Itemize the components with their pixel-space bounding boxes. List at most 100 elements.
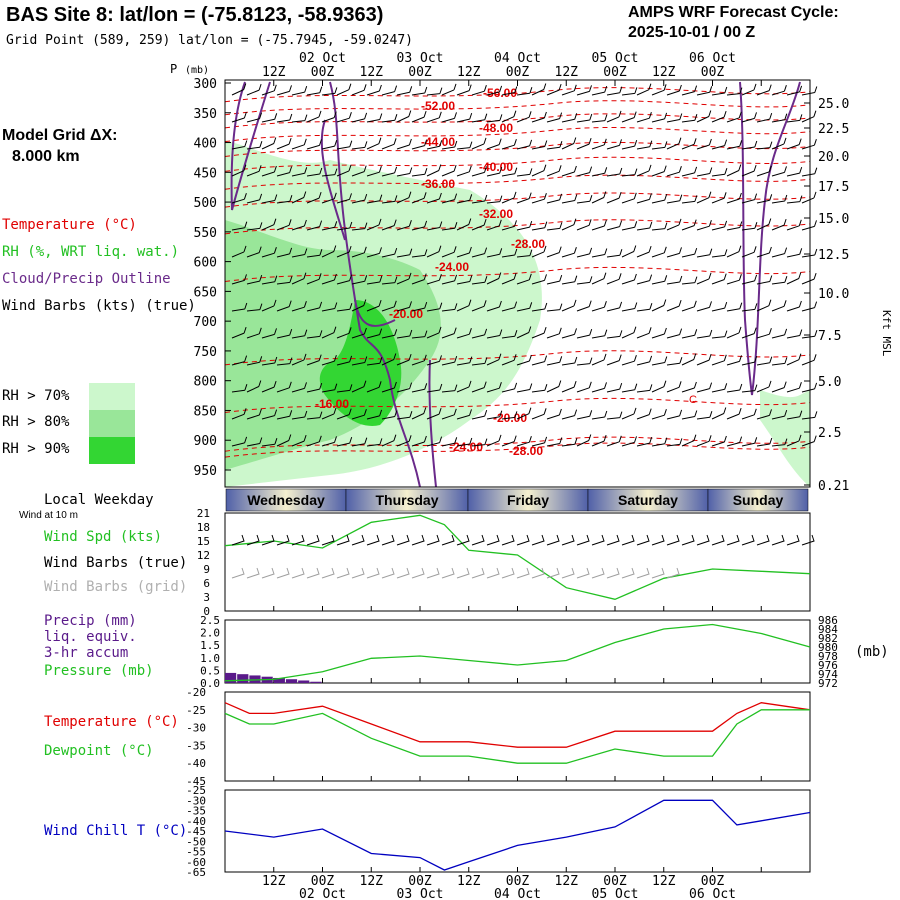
wind-barb — [351, 409, 367, 420]
wind-barb — [291, 191, 307, 204]
top-tick-label-1: 00Z — [311, 65, 335, 80]
wind-barb — [741, 303, 758, 312]
surface-barb-grid — [471, 567, 485, 579]
bottom-tick-label-1: 00Z — [311, 874, 335, 889]
wind-barb — [636, 436, 653, 447]
windchill-ytick-8: -65 — [186, 866, 206, 879]
wind-barb — [591, 382, 607, 393]
weekday-label: Local Weekday — [44, 492, 154, 508]
wind-barb — [696, 272, 712, 285]
legend-rh80: RH > 80% — [2, 414, 70, 430]
wind-speed-line — [224, 514, 811, 600]
wind-barb — [276, 247, 293, 258]
wind-barb — [321, 407, 337, 420]
wind-barb — [576, 381, 592, 393]
stray-contour-label: C — [689, 394, 697, 406]
wind-barb — [381, 247, 398, 258]
wind-barb — [291, 329, 308, 339]
pressure-tick-950: 950 — [194, 464, 217, 479]
wind-barb — [531, 384, 548, 393]
wind-barb — [756, 194, 773, 204]
temp-panel-frame — [224, 691, 811, 782]
wind-barb — [711, 330, 728, 339]
surface-barb-grid — [246, 567, 260, 579]
wind-barb — [681, 353, 697, 366]
wind-barb — [321, 221, 338, 231]
wind-barb — [771, 218, 787, 231]
wind-barb — [636, 140, 653, 150]
wind-barb — [666, 194, 683, 204]
forecast-cycle-value: 2025-10-01 / 00 Z — [628, 24, 756, 41]
wind-barb — [471, 276, 488, 285]
temp-contour-2 — [224, 100, 811, 116]
wind-barb — [681, 85, 698, 96]
wind-barb — [546, 165, 562, 177]
wind-barb — [576, 300, 592, 312]
wind-barb — [756, 218, 772, 231]
wind-barb — [426, 407, 442, 420]
temp-contour-label-13: -24.00 — [449, 440, 483, 454]
wind-barb — [696, 329, 713, 339]
wind-barb — [666, 409, 683, 420]
surface-barb-true — [321, 534, 335, 546]
wind-barb — [636, 384, 653, 393]
wind-barb — [351, 299, 367, 312]
wind-barb — [336, 327, 352, 339]
surface-barb-grid — [516, 567, 530, 579]
wind-barb — [756, 84, 772, 96]
wind-barb — [276, 276, 293, 285]
wind-barb — [321, 273, 337, 285]
wind-barb — [621, 407, 637, 420]
wind-barb — [291, 410, 308, 420]
wind-barb — [651, 193, 668, 204]
wind-barb — [801, 382, 818, 393]
wind-barb — [246, 303, 263, 312]
wind-barb — [651, 246, 667, 258]
cloud-outline-6 — [354, 299, 396, 327]
wind-barb — [621, 326, 637, 339]
precip-bar-2 — [249, 675, 261, 683]
wind-barb — [561, 380, 577, 393]
label-precip: Precip (mm) — [44, 613, 137, 629]
wind-barb — [456, 299, 472, 312]
label-wind-true: Wind Barbs (true) — [44, 555, 188, 571]
wind-barb — [321, 139, 338, 150]
wind-barb — [501, 354, 517, 366]
wind-barb — [321, 355, 337, 366]
wind-barb — [636, 245, 652, 258]
pressure-tick-750: 750 — [194, 345, 217, 360]
temp-contour-label-1: -56.00 — [483, 86, 517, 100]
surface-barb-grid — [411, 567, 425, 579]
wind-barb — [546, 303, 563, 312]
wind-barb — [396, 435, 412, 447]
pressure-tick-450: 450 — [194, 166, 217, 181]
wind-barb — [696, 138, 712, 150]
surface-barb-grid — [501, 567, 515, 579]
surface-barb-true — [726, 534, 740, 546]
wind-barb — [396, 329, 413, 339]
wind-barb — [561, 165, 577, 177]
surface-barb-grid — [306, 567, 320, 579]
wind-barb — [366, 328, 383, 339]
temp-contour-4 — [224, 127, 811, 143]
surface-barb-true — [441, 534, 455, 546]
wind-barb — [531, 408, 547, 420]
wind-barb — [666, 84, 682, 96]
wind-barb — [696, 382, 713, 393]
top-tick-label-5: 00Z — [506, 65, 530, 80]
wind-barb — [366, 84, 382, 96]
wind-barb — [306, 411, 323, 420]
wind-barb — [726, 87, 743, 96]
wind-barb — [516, 354, 532, 366]
wind-barb — [306, 330, 323, 339]
wind-barb — [321, 111, 337, 123]
wind-barb — [306, 354, 322, 366]
wind-barb — [306, 110, 322, 123]
wind-barb — [606, 191, 622, 204]
wind-barb — [231, 302, 248, 312]
wind-barb — [651, 327, 667, 339]
wind-barb — [321, 383, 338, 393]
wind-barb — [366, 381, 382, 393]
wind-barb — [621, 139, 638, 150]
wind-barb — [276, 328, 293, 339]
